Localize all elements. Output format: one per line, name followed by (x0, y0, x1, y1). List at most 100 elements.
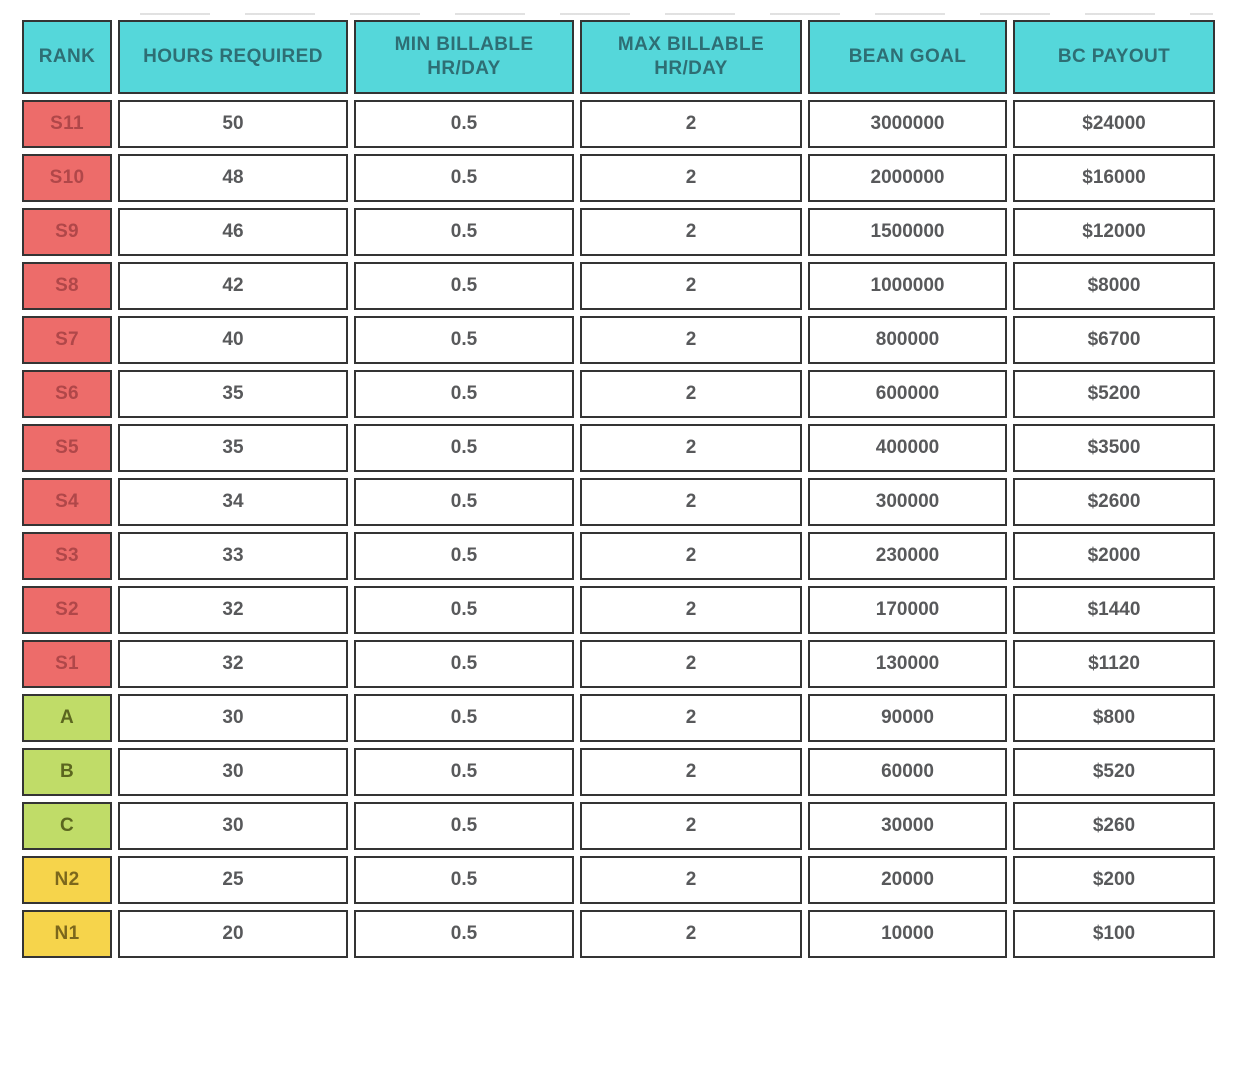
bean-goal-cell: 400000 (808, 424, 1007, 472)
bc-payout-cell: $1440 (1013, 586, 1215, 634)
bean-goal-cell: 90000 (808, 694, 1007, 742)
min-billable-cell: 0.5 (354, 532, 574, 580)
min-billable-cell: 0.5 (354, 748, 574, 796)
rank-cell: S1 (22, 640, 112, 688)
table-row: S6 35 0.5 2 600000 $5200 (22, 370, 1215, 418)
header-bc-payout: BC PAYOUT (1013, 20, 1215, 94)
bc-payout-cell: $8000 (1013, 262, 1215, 310)
rank-cell: N2 (22, 856, 112, 904)
bean-goal-cell: 30000 (808, 802, 1007, 850)
bean-goal-cell: 60000 (808, 748, 1007, 796)
table-row: S7 40 0.5 2 800000 $6700 (22, 316, 1215, 364)
min-billable-cell: 0.5 (354, 370, 574, 418)
bc-payout-cell: $200 (1013, 856, 1215, 904)
max-billable-cell: 2 (580, 586, 802, 634)
hours-required-cell: 50 (118, 100, 348, 148)
hours-required-cell: 42 (118, 262, 348, 310)
bean-goal-cell: 600000 (808, 370, 1007, 418)
header-rank: RANK (22, 20, 112, 94)
bean-goal-cell: 1000000 (808, 262, 1007, 310)
bc-payout-cell: $100 (1013, 910, 1215, 958)
max-billable-cell: 2 (580, 100, 802, 148)
table-row: S11 50 0.5 2 3000000 $24000 (22, 100, 1215, 148)
rank-cell: A (22, 694, 112, 742)
bean-goal-cell: 20000 (808, 856, 1007, 904)
min-billable-cell: 0.5 (354, 154, 574, 202)
bc-payout-cell: $16000 (1013, 154, 1215, 202)
table-row: B 30 0.5 2 60000 $520 (22, 748, 1215, 796)
table-header-row: RANK HOURS REQUIRED MIN BILLABLE HR/DAY … (22, 20, 1215, 94)
hours-required-cell: 35 (118, 424, 348, 472)
bc-payout-cell: $2600 (1013, 478, 1215, 526)
max-billable-cell: 2 (580, 370, 802, 418)
table-row: S4 34 0.5 2 300000 $2600 (22, 478, 1215, 526)
min-billable-cell: 0.5 (354, 694, 574, 742)
table-row: S10 48 0.5 2 2000000 $16000 (22, 154, 1215, 202)
hours-required-cell: 25 (118, 856, 348, 904)
hours-required-cell: 35 (118, 370, 348, 418)
max-billable-cell: 2 (580, 262, 802, 310)
hours-required-cell: 40 (118, 316, 348, 364)
max-billable-cell: 2 (580, 316, 802, 364)
rank-cell: S4 (22, 478, 112, 526)
table-row: S9 46 0.5 2 1500000 $12000 (22, 208, 1215, 256)
table-row: S8 42 0.5 2 1000000 $8000 (22, 262, 1215, 310)
min-billable-cell: 0.5 (354, 262, 574, 310)
bean-goal-cell: 300000 (808, 478, 1007, 526)
cropped-row-remnant-line (140, 13, 1213, 15)
rank-cell: S8 (22, 262, 112, 310)
max-billable-cell: 2 (580, 640, 802, 688)
hours-required-cell: 30 (118, 748, 348, 796)
table-row: S3 33 0.5 2 230000 $2000 (22, 532, 1215, 580)
bean-goal-cell: 10000 (808, 910, 1007, 958)
max-billable-cell: 2 (580, 856, 802, 904)
bean-goal-cell: 2000000 (808, 154, 1007, 202)
bc-payout-cell: $6700 (1013, 316, 1215, 364)
bc-payout-cell: $520 (1013, 748, 1215, 796)
bc-payout-cell: $2000 (1013, 532, 1215, 580)
min-billable-cell: 0.5 (354, 856, 574, 904)
max-billable-cell: 2 (580, 910, 802, 958)
bc-payout-cell: $5200 (1013, 370, 1215, 418)
min-billable-cell: 0.5 (354, 802, 574, 850)
hours-required-cell: 20 (118, 910, 348, 958)
bc-payout-cell: $1120 (1013, 640, 1215, 688)
header-hours-required: HOURS REQUIRED (118, 20, 348, 94)
header-max-billable: MAX BILLABLE HR/DAY (580, 20, 802, 94)
rank-cell: B (22, 748, 112, 796)
header-min-billable: MIN BILLABLE HR/DAY (354, 20, 574, 94)
table-row: C 30 0.5 2 30000 $260 (22, 802, 1215, 850)
rank-cell: S3 (22, 532, 112, 580)
rank-payout-table: RANK HOURS REQUIRED MIN BILLABLE HR/DAY … (22, 20, 1215, 958)
hours-required-cell: 30 (118, 802, 348, 850)
max-billable-cell: 2 (580, 748, 802, 796)
rank-cell: S7 (22, 316, 112, 364)
max-billable-cell: 2 (580, 424, 802, 472)
bean-goal-cell: 230000 (808, 532, 1007, 580)
rank-cell: C (22, 802, 112, 850)
hours-required-cell: 34 (118, 478, 348, 526)
rank-cell: S5 (22, 424, 112, 472)
rank-cell: S6 (22, 370, 112, 418)
table-row: N1 20 0.5 2 10000 $100 (22, 910, 1215, 958)
table-row: S1 32 0.5 2 130000 $1120 (22, 640, 1215, 688)
min-billable-cell: 0.5 (354, 910, 574, 958)
bean-goal-cell: 1500000 (808, 208, 1007, 256)
rank-cell: S9 (22, 208, 112, 256)
min-billable-cell: 0.5 (354, 478, 574, 526)
hours-required-cell: 32 (118, 640, 348, 688)
max-billable-cell: 2 (580, 694, 802, 742)
max-billable-cell: 2 (580, 802, 802, 850)
min-billable-cell: 0.5 (354, 640, 574, 688)
rank-cell: N1 (22, 910, 112, 958)
bc-payout-cell: $260 (1013, 802, 1215, 850)
bean-goal-cell: 3000000 (808, 100, 1007, 148)
table-row: A 30 0.5 2 90000 $800 (22, 694, 1215, 742)
min-billable-cell: 0.5 (354, 586, 574, 634)
header-bean-goal: BEAN GOAL (808, 20, 1007, 94)
hours-required-cell: 48 (118, 154, 348, 202)
hours-required-cell: 46 (118, 208, 348, 256)
rank-cell: S11 (22, 100, 112, 148)
max-billable-cell: 2 (580, 478, 802, 526)
